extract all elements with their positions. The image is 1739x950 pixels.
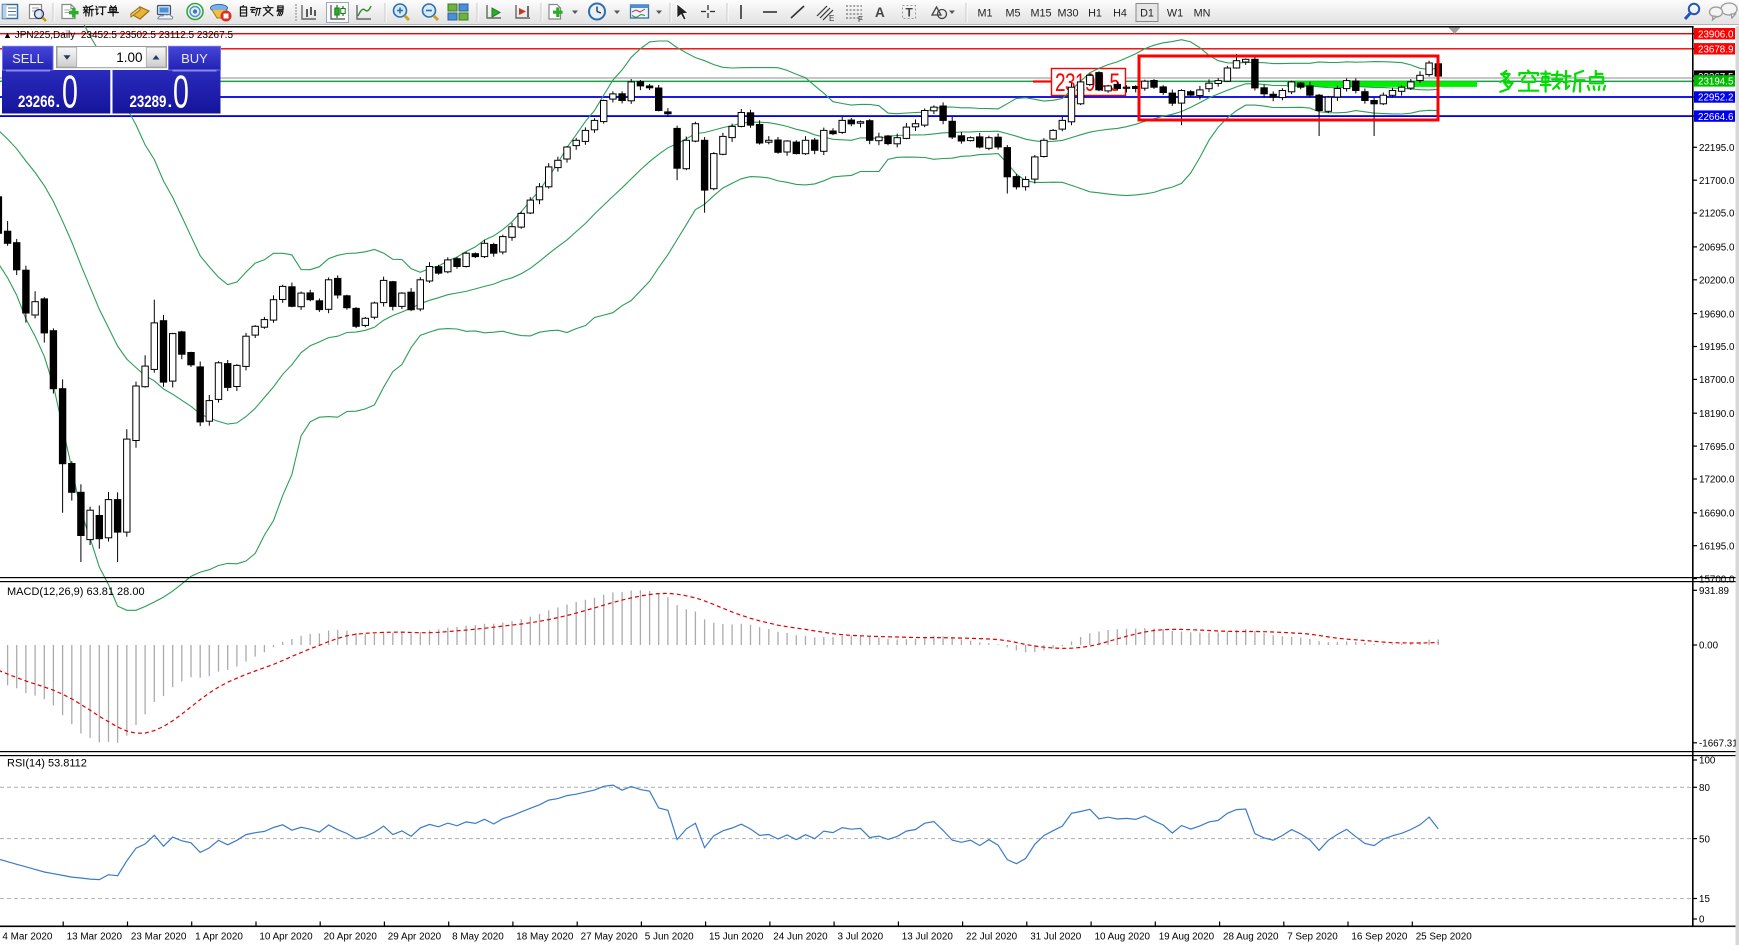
svg-text:-1667.31: -1667.31 (1699, 739, 1738, 750)
svg-text:0: 0 (1699, 915, 1705, 926)
svg-text:20 Apr 2020: 20 Apr 2020 (324, 932, 378, 943)
svg-text:0: 0 (173, 67, 189, 119)
svg-text:M1: M1 (978, 8, 993, 20)
svg-text:3 Jul 2020: 3 Jul 2020 (838, 932, 884, 943)
svg-text:1.00: 1.00 (116, 50, 142, 65)
svg-text:31 Jul 2020: 31 Jul 2020 (1030, 932, 1082, 943)
svg-text:4 Mar 2020: 4 Mar 2020 (2, 932, 52, 943)
svg-text:SELL: SELL (12, 51, 44, 66)
svg-text:7 Sep 2020: 7 Sep 2020 (1287, 932, 1338, 943)
svg-text:0.00: 0.00 (1699, 641, 1719, 652)
svg-text:23289: 23289 (129, 93, 166, 112)
svg-text:22 Jul 2020: 22 Jul 2020 (966, 932, 1018, 943)
svg-text:T: T (906, 6, 914, 20)
svg-text:18700.0: 18700.0 (1699, 375, 1735, 386)
svg-text:100: 100 (1699, 756, 1716, 767)
svg-text:8 May 2020: 8 May 2020 (452, 932, 504, 943)
svg-text:16 Sep 2020: 16 Sep 2020 (1351, 932, 1408, 943)
svg-text:M30: M30 (1057, 8, 1078, 20)
svg-text:M5: M5 (1006, 8, 1021, 20)
svg-text:23906.0: 23906.0 (1698, 29, 1734, 40)
svg-text:0: 0 (62, 67, 78, 119)
svg-text:BUY: BUY (181, 51, 208, 66)
svg-text:D1: D1 (1140, 8, 1154, 20)
svg-text:MACD(12,26,9) 63.81 28.00: MACD(12,26,9) 63.81 28.00 (7, 586, 145, 598)
svg-text:23678.9: 23678.9 (1698, 45, 1733, 56)
svg-text:1 Apr 2020: 1 Apr 2020 (195, 932, 243, 943)
svg-text:19195.0: 19195.0 (1699, 342, 1735, 353)
svg-text:20200.0: 20200.0 (1699, 276, 1735, 287)
svg-text:13 Jul 2020: 13 Jul 2020 (902, 932, 954, 943)
svg-text:17200.0: 17200.0 (1699, 475, 1735, 486)
svg-text:F: F (858, 15, 863, 24)
svg-text:10 Apr 2020: 10 Apr 2020 (259, 932, 313, 943)
svg-text:27 May 2020: 27 May 2020 (581, 932, 639, 943)
svg-text:.: . (168, 92, 173, 111)
svg-text:M15: M15 (1030, 8, 1051, 20)
svg-text:25 Sep 2020: 25 Sep 2020 (1416, 932, 1473, 943)
svg-text:28 Aug 2020: 28 Aug 2020 (1223, 932, 1279, 943)
svg-text:21700.0: 21700.0 (1699, 176, 1735, 187)
svg-text:21205.0: 21205.0 (1699, 209, 1735, 220)
svg-text:15: 15 (1699, 894, 1710, 905)
svg-text:15 Jun 2020: 15 Jun 2020 (709, 932, 764, 943)
svg-text:24 Jun 2020: 24 Jun 2020 (773, 932, 828, 943)
svg-text:A: A (875, 5, 885, 20)
svg-text:W1: W1 (1167, 8, 1183, 20)
svg-text:20695.0: 20695.0 (1699, 243, 1735, 254)
svg-text:19 Aug 2020: 19 Aug 2020 (1159, 932, 1215, 943)
svg-text:22664.6: 22664.6 (1698, 112, 1734, 123)
svg-text:MN: MN (1194, 8, 1211, 20)
svg-text:80: 80 (1699, 783, 1710, 794)
svg-text:H4: H4 (1113, 8, 1127, 20)
svg-text:18 May 2020: 18 May 2020 (516, 932, 574, 943)
svg-text:18190.0: 18190.0 (1699, 409, 1735, 420)
svg-text:5 Jun 2020: 5 Jun 2020 (645, 932, 694, 943)
svg-text:17695.0: 17695.0 (1699, 442, 1735, 453)
svg-text:10 Aug 2020: 10 Aug 2020 (1095, 932, 1151, 943)
svg-text:23266: 23266 (18, 93, 55, 112)
svg-text:.: . (56, 92, 61, 111)
svg-text:23 Mar 2020: 23 Mar 2020 (131, 932, 187, 943)
svg-text:E: E (829, 14, 834, 23)
svg-text:16690.0: 16690.0 (1699, 509, 1735, 520)
svg-text:931.89: 931.89 (1699, 586, 1729, 597)
svg-text:19690.0: 19690.0 (1699, 309, 1735, 320)
svg-text:15700.0: 15700.0 (1699, 574, 1735, 585)
svg-text:23194.5: 23194.5 (1698, 77, 1734, 88)
svg-text:22952.2: 22952.2 (1698, 93, 1733, 104)
svg-text:13 Mar 2020: 13 Mar 2020 (67, 932, 123, 943)
svg-text:H1: H1 (1088, 8, 1102, 20)
svg-text:50: 50 (1699, 834, 1710, 845)
svg-text:29 Apr 2020: 29 Apr 2020 (388, 932, 442, 943)
svg-text:22195.0: 22195.0 (1699, 143, 1735, 154)
svg-text:RSI(14) 53.8112: RSI(14) 53.8112 (7, 758, 87, 770)
svg-text:16195.0: 16195.0 (1699, 541, 1735, 552)
